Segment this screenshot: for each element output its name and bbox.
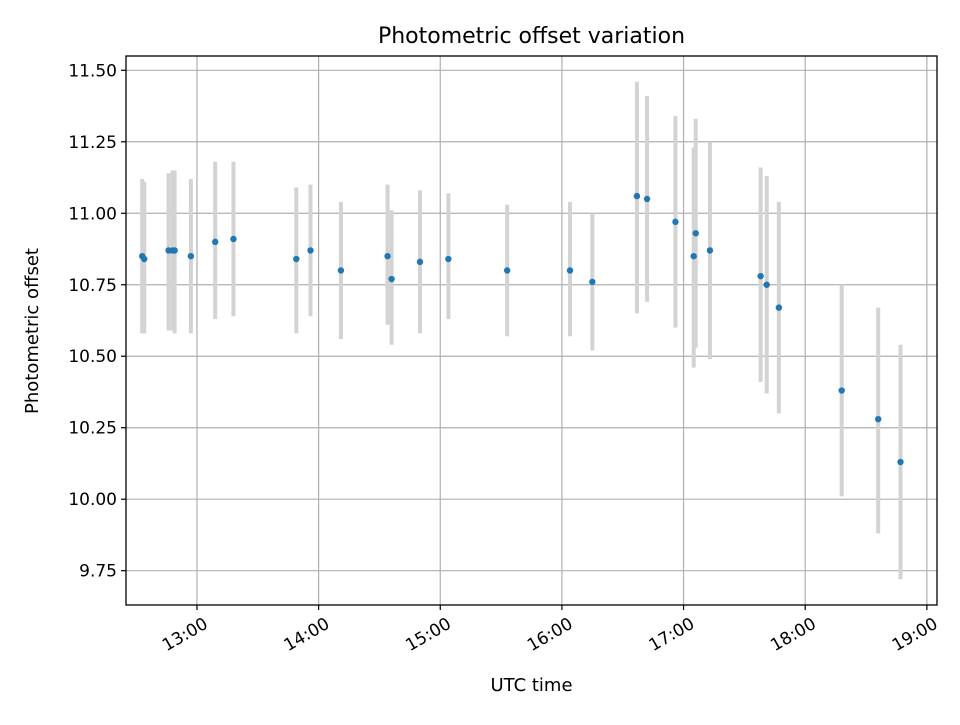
x-tick-label: 17:00 — [646, 614, 698, 656]
data-point — [643, 195, 651, 203]
y-tick-label: 11.00 — [68, 204, 117, 224]
data-point — [416, 258, 424, 266]
errorbars — [140, 81, 903, 580]
data-point — [757, 272, 764, 280]
x-tick-label: 15:00 — [402, 614, 454, 656]
x-tick-label: 18:00 — [767, 614, 819, 656]
data-point — [763, 281, 770, 288]
data-point — [445, 255, 452, 263]
data-point — [230, 235, 237, 243]
data-point — [566, 267, 574, 274]
x-tick-label: 14:00 — [281, 614, 333, 656]
data-point — [838, 387, 845, 394]
y-tick-label: 11.50 — [68, 61, 117, 81]
data-point — [337, 267, 345, 274]
plot-frame — [125, 55, 938, 606]
data-point — [212, 238, 219, 246]
data-point — [706, 247, 714, 254]
y-tick-label: 9.75 — [79, 562, 117, 582]
data-point — [690, 252, 697, 260]
data-point — [384, 252, 391, 260]
chart-title: Photometric offset variation — [378, 24, 685, 49]
data-point — [293, 255, 300, 263]
y-tick-label: 10.75 — [68, 276, 117, 296]
y-tick-label: 11.25 — [68, 133, 117, 153]
x-tick-label: 16:00 — [524, 614, 576, 656]
y-axis-label: Photometric offset — [22, 248, 43, 414]
x-tick-label: 13:00 — [159, 614, 211, 656]
data-point — [171, 247, 178, 254]
data-point — [633, 192, 641, 200]
data-point — [589, 278, 596, 286]
data-point — [388, 275, 395, 283]
x-axis-ticks: 13:00 14:00 15:00 16:00 17:00 18:00 19:00 — [159, 605, 941, 656]
x-tick-label: 19:00 — [889, 614, 941, 656]
data-point — [775, 304, 783, 311]
y-tick-label: 10.50 — [68, 347, 117, 367]
data-point — [692, 230, 699, 237]
data-point — [897, 458, 904, 466]
y-axis-ticks: 9.75 10.00 10.25 10.50 10.75 11.00 11.25 11.50 — [68, 61, 126, 582]
x-axis-label: UTC time — [490, 675, 572, 696]
data-point — [187, 252, 195, 260]
y-tick-label: 10.25 — [68, 419, 117, 439]
data-points — [139, 192, 904, 466]
grid — [126, 56, 937, 605]
data-point — [875, 415, 882, 423]
data-point — [503, 267, 511, 274]
data-point — [307, 247, 314, 254]
y-tick-label: 10.00 — [68, 490, 117, 510]
data-point — [141, 255, 148, 263]
data-point — [672, 218, 679, 226]
